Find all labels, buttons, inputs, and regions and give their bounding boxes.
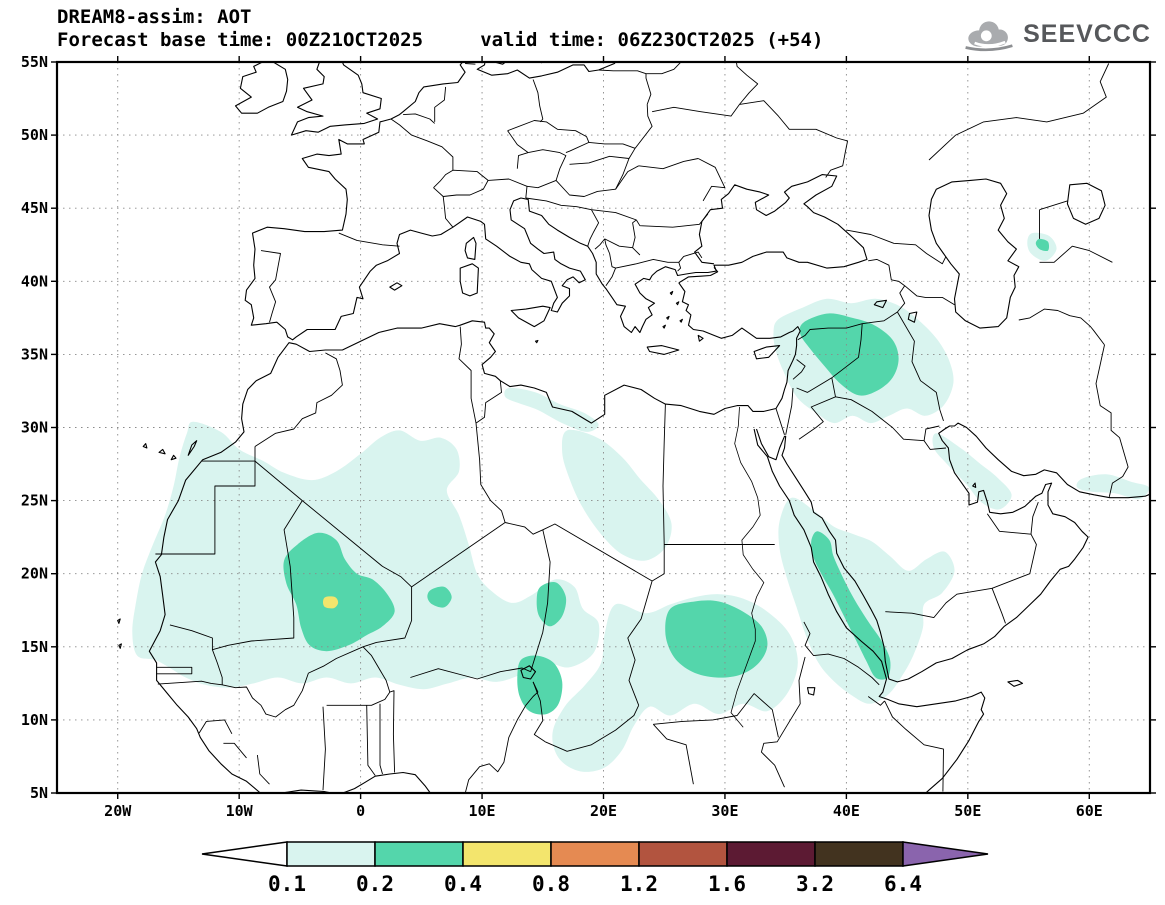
lat-tick-label: 50N xyxy=(21,126,48,144)
seevccc-logo: SEEVCCC xyxy=(962,16,1151,52)
colorbar: 0.1 0.2 0.4 0.8 1.2 1.6 3.2 6.4 xyxy=(201,841,989,896)
lat-tick-label: 5N xyxy=(30,784,48,802)
colorbar-label: 1.6 xyxy=(708,872,746,896)
lon-tick-label: 0 xyxy=(356,802,365,820)
lon-tick-label: 20E xyxy=(590,802,617,820)
aot-region-0.1-0.2 xyxy=(504,387,599,432)
colorbar-label: 0.1 xyxy=(268,872,306,896)
aot-region-0.2-0.4 xyxy=(1035,238,1050,252)
colorbar-segment xyxy=(374,841,464,867)
colorbar-segment xyxy=(638,841,728,867)
forecast-time-subtitle: Forecast base time: 00Z21OCT2025 valid t… xyxy=(57,29,824,51)
grid-lines xyxy=(57,62,1150,793)
lon-tick-label: 40E xyxy=(833,802,860,820)
colorbar-segment xyxy=(286,841,376,867)
aot-region-0.1-0.2 xyxy=(561,429,672,561)
lon-tick-label: 10E xyxy=(469,802,496,820)
cloud-icon xyxy=(965,21,1013,52)
colorbar-segment xyxy=(814,841,904,867)
colorbar-segment xyxy=(550,841,640,867)
colorbar-label: 0.8 xyxy=(532,872,570,896)
map-plot: 5N 10N 15N 20N 25N 30N 35N 40N 45N 50N 55N 20W 10W 0 1… xyxy=(21,53,1156,820)
aot-region-0.1-0.2 xyxy=(132,421,600,690)
colorbar-label: 0.4 xyxy=(444,872,482,896)
aot-region-0.2-0.4 xyxy=(427,586,452,608)
lon-tick-label: 20W xyxy=(104,802,132,820)
axis-ticks xyxy=(51,56,1156,799)
aot-region-0.4-0.8 xyxy=(323,596,339,609)
colorbar-segment xyxy=(726,841,816,867)
aot-region-0.1-0.2 xyxy=(1076,474,1150,500)
lon-tick-label: 10W xyxy=(226,802,254,820)
aot-region-0.1-0.2 xyxy=(932,433,1012,510)
aot-region-0.2-0.4 xyxy=(517,655,563,715)
country-borders xyxy=(155,62,1129,793)
axis-labels: 5N 10N 15N 20N 25N 30N 35N 40N 45N 50N 55N 20W 10W 0 1… xyxy=(21,53,1103,820)
page-title: DREAM8-assim: AOT xyxy=(57,6,252,28)
lat-tick-label: 25N xyxy=(21,492,48,510)
aot-region-0.2-0.4 xyxy=(811,531,891,680)
aot-region-0.2-0.4 xyxy=(536,582,567,627)
lat-tick-label: 30N xyxy=(21,419,48,437)
colorbar-label: 3.2 xyxy=(796,872,834,896)
lat-tick-label: 40N xyxy=(21,272,48,290)
colorbar-segment xyxy=(462,841,552,867)
logo-text: SEEVCCC xyxy=(1023,19,1151,48)
map-content xyxy=(57,62,1150,793)
colorbar-arrow-left xyxy=(201,841,288,867)
colorbar-label: 6.4 xyxy=(884,872,922,896)
aot-region-0.2-0.4 xyxy=(283,532,395,652)
lat-tick-label: 20N xyxy=(21,565,48,583)
lat-tick-label: 45N xyxy=(21,199,48,217)
nile-river xyxy=(730,406,765,728)
lon-tick-label: 30E xyxy=(711,802,738,820)
colorbar-label: 0.2 xyxy=(356,872,394,896)
lat-tick-label: 10N xyxy=(21,711,48,729)
colorbar-arrow-right xyxy=(902,841,989,867)
lon-tick-label: 60E xyxy=(1076,802,1103,820)
lat-tick-label: 55N xyxy=(21,53,48,71)
coastlines xyxy=(117,62,1150,793)
aot-shaded-regions xyxy=(132,232,1150,772)
aot-region-0.2-0.4 xyxy=(665,600,768,678)
colorbar-label: 1.2 xyxy=(620,872,658,896)
lat-tick-label: 35N xyxy=(21,345,48,363)
lon-tick-label: 50E xyxy=(954,802,981,820)
lat-tick-label: 15N xyxy=(21,638,48,656)
